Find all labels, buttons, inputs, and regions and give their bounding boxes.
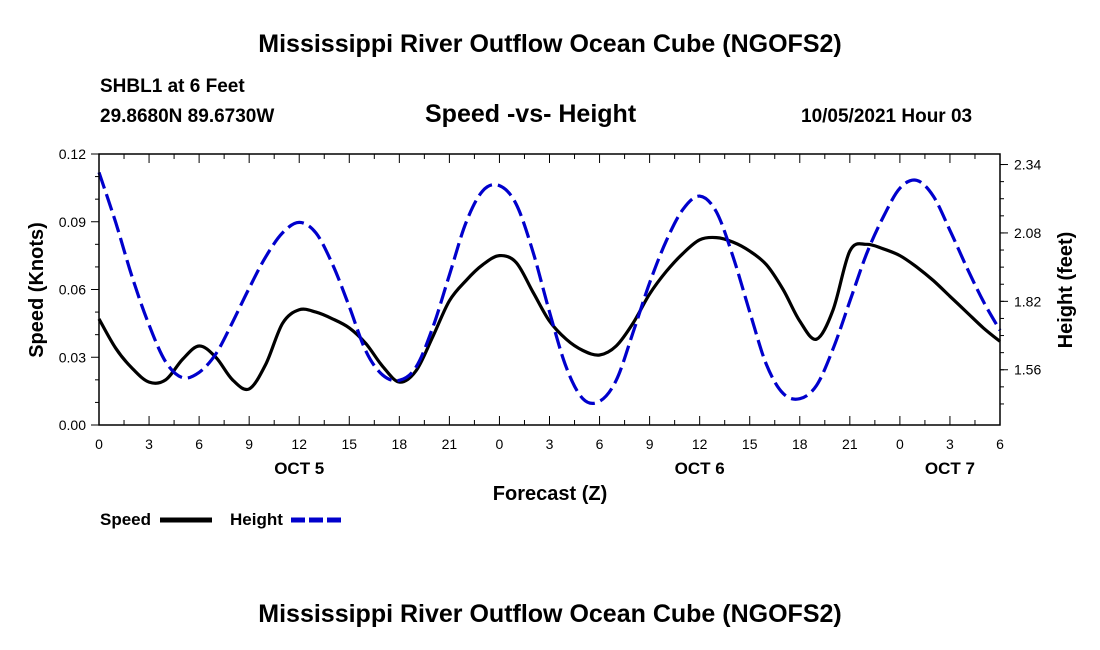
y-tick-label: 0.12: [59, 146, 86, 162]
x-tick-label: 21: [842, 436, 858, 452]
y2-tick-label: 1.56: [1014, 362, 1041, 378]
legend: Speed Height: [100, 510, 342, 529]
height-series-line: [97, 171, 1002, 405]
x-tick-label: 18: [392, 436, 408, 452]
x-tick-label: 15: [742, 436, 758, 452]
x-tick-label: 3: [546, 436, 554, 452]
x-tick-label: 0: [496, 436, 504, 452]
station-name: SHBL1 at 6 Feet: [100, 76, 245, 97]
station-coordinates: 29.8680N 89.6730W: [100, 106, 275, 127]
date-label: OCT 7: [925, 459, 975, 478]
speed-series-line: [97, 235, 1001, 392]
x-tick-label: 9: [245, 436, 253, 452]
x-tick-label: 12: [291, 436, 307, 452]
x-tick-label: 21: [442, 436, 458, 452]
x-tick-label: 6: [195, 436, 203, 452]
y2-axis-label: Height (feet): [1055, 232, 1077, 349]
x-tick-label: 15: [341, 436, 357, 452]
date-label: OCT 5: [274, 459, 324, 478]
legend-speed-label: Speed: [100, 510, 151, 529]
x-tick-label: 9: [646, 436, 654, 452]
y2-tick-label: 2.08: [1014, 225, 1041, 241]
chart-title: Mississippi River Outflow Ocean Cube (NG…: [258, 30, 842, 58]
x-tick-label: 6: [596, 436, 604, 452]
y-tick-label: 0.09: [59, 214, 86, 230]
chart-subtitle: Speed -vs- Height: [425, 100, 637, 128]
y-tick-label: 0.00: [59, 417, 86, 433]
x-tick-label: 12: [692, 436, 708, 452]
y2-tick-label: 2.34: [1014, 157, 1041, 173]
date-label: OCT 6: [675, 459, 725, 478]
x-tick-label: 3: [946, 436, 954, 452]
x-tick-label: 0: [896, 436, 904, 452]
forecast-datetime: 10/05/2021 Hour 03: [801, 106, 973, 127]
y-tick-label: 0.06: [59, 282, 86, 298]
x-tick-label: 18: [792, 436, 808, 452]
y-tick-label: 0.03: [59, 349, 86, 365]
y-axis-label: Speed (Knots): [26, 222, 48, 358]
x-axis-label: Forecast (Z): [493, 483, 607, 505]
footer-title: Mississippi River Outflow Ocean Cube (NG…: [258, 600, 842, 628]
y2-tick-label: 1.82: [1014, 293, 1041, 309]
legend-height-label: Height: [230, 510, 283, 529]
x-tick-label: 3: [145, 436, 153, 452]
plot-frame: [98, 153, 1001, 426]
x-tick-label: 0: [95, 436, 103, 452]
x-tick-label: 6: [996, 436, 1004, 452]
